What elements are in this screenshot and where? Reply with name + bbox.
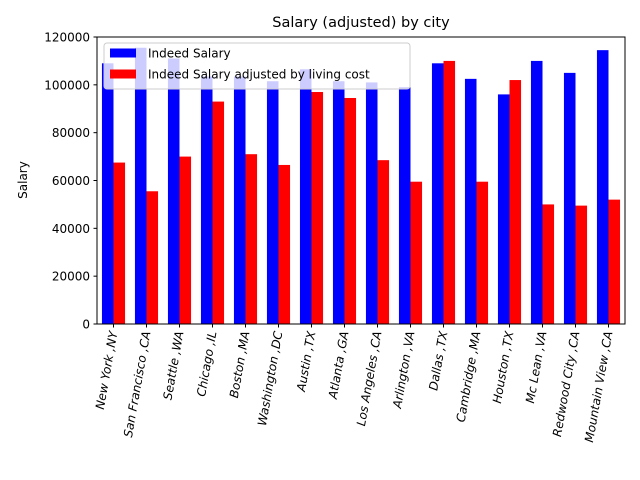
legend: Indeed Salary Indeed Salary adjusted by l… [103,42,411,90]
bar-indeed-salary [233,76,246,325]
legend-swatch [110,69,136,79]
bar-adjusted-salary [311,92,324,324]
legend-box [103,42,411,90]
bar-indeed-salary [365,82,378,324]
bar-adjusted-salary [113,162,126,324]
bar-adjusted-salary [608,199,621,324]
y-axis-ticks: 0 20000 40000 60000 80000 100000 120000 [44,31,97,332]
bar-adjusted-salary [575,205,588,324]
y-tick-label: 20000 [52,270,90,284]
x-tick-label: Houston ,TX [490,329,517,404]
bar-adjusted-salary [410,181,423,324]
bar-indeed-salary [134,47,147,324]
bars-group [101,47,621,325]
x-tick-label: Mc Lean ,VA [523,330,549,404]
bar-indeed-salary [464,78,477,325]
x-axis-ticks: New York ,NY San Francisco ,CA Seattle ,WA… [93,324,615,443]
y-axis-label: Salary [16,161,30,199]
bar-indeed-salary [167,58,180,325]
y-tick-label: 0 [82,318,90,332]
x-tick-label: Mountain View ,CA [582,330,615,443]
x-tick-label: Los Angeles ,CA [354,330,384,427]
y-tick-label: 60000 [52,174,90,188]
legend-swatch [110,48,136,58]
x-tick-label: Chicago ,IL [194,330,219,398]
x-tick-label: New York ,NY [93,328,121,410]
bar-indeed-salary [398,87,411,324]
x-tick-label: Arlington ,VA [390,330,417,410]
chart-title: Salary (adjusted) by city [272,15,450,31]
x-tick-label: Atlanta ,GA [326,330,352,401]
x-tick-label: Boston ,MA [227,330,253,399]
bar-adjusted-salary [245,154,258,324]
bar-indeed-salary [200,76,213,325]
bar-adjusted-salary [443,60,456,325]
x-tick-label: Seattle ,WA [161,330,187,401]
bar-indeed-salary [497,94,510,325]
bar-indeed-salary [299,69,312,324]
plot-area-frame [96,36,626,325]
y-tick-label: 40000 [52,222,90,236]
bar-adjusted-salary [212,101,225,324]
bar-adjusted-salary [278,164,291,324]
bar-adjusted-salary [509,80,522,324]
bar-indeed-salary [596,50,609,324]
legend-label: Indeed Salary adjusted by living cost [148,68,370,82]
y-tick-label: 120000 [44,31,90,45]
y-tick-label: 100000 [44,78,90,92]
bar-adjusted-salary [542,204,555,324]
bar-adjusted-salary [344,97,357,324]
x-tick-label: Washington ,DC [255,329,286,426]
x-tick-label: Redwood City ,CA [550,330,582,438]
x-tick-label: Cambridge ,MA [454,330,484,423]
x-tick-label: Dallas ,TX [426,329,450,391]
bar-adjusted-salary [179,156,192,324]
bar-indeed-salary [101,63,114,324]
bar-indeed-salary [332,81,345,324]
bar-indeed-salary [563,72,576,324]
bar-indeed-salary [431,63,444,324]
bar-adjusted-salary [377,160,390,324]
x-tick-label: Austin ,TX [294,329,319,393]
y-tick-label: 80000 [52,126,90,140]
x-tick-label: San Francisco ,CA [121,330,153,438]
bar-adjusted-salary [146,191,159,324]
bar-adjusted-salary [476,181,489,324]
bar-indeed-salary [530,60,543,325]
legend-label: Indeed Salary [148,47,231,61]
bar-indeed-salary [266,81,279,324]
